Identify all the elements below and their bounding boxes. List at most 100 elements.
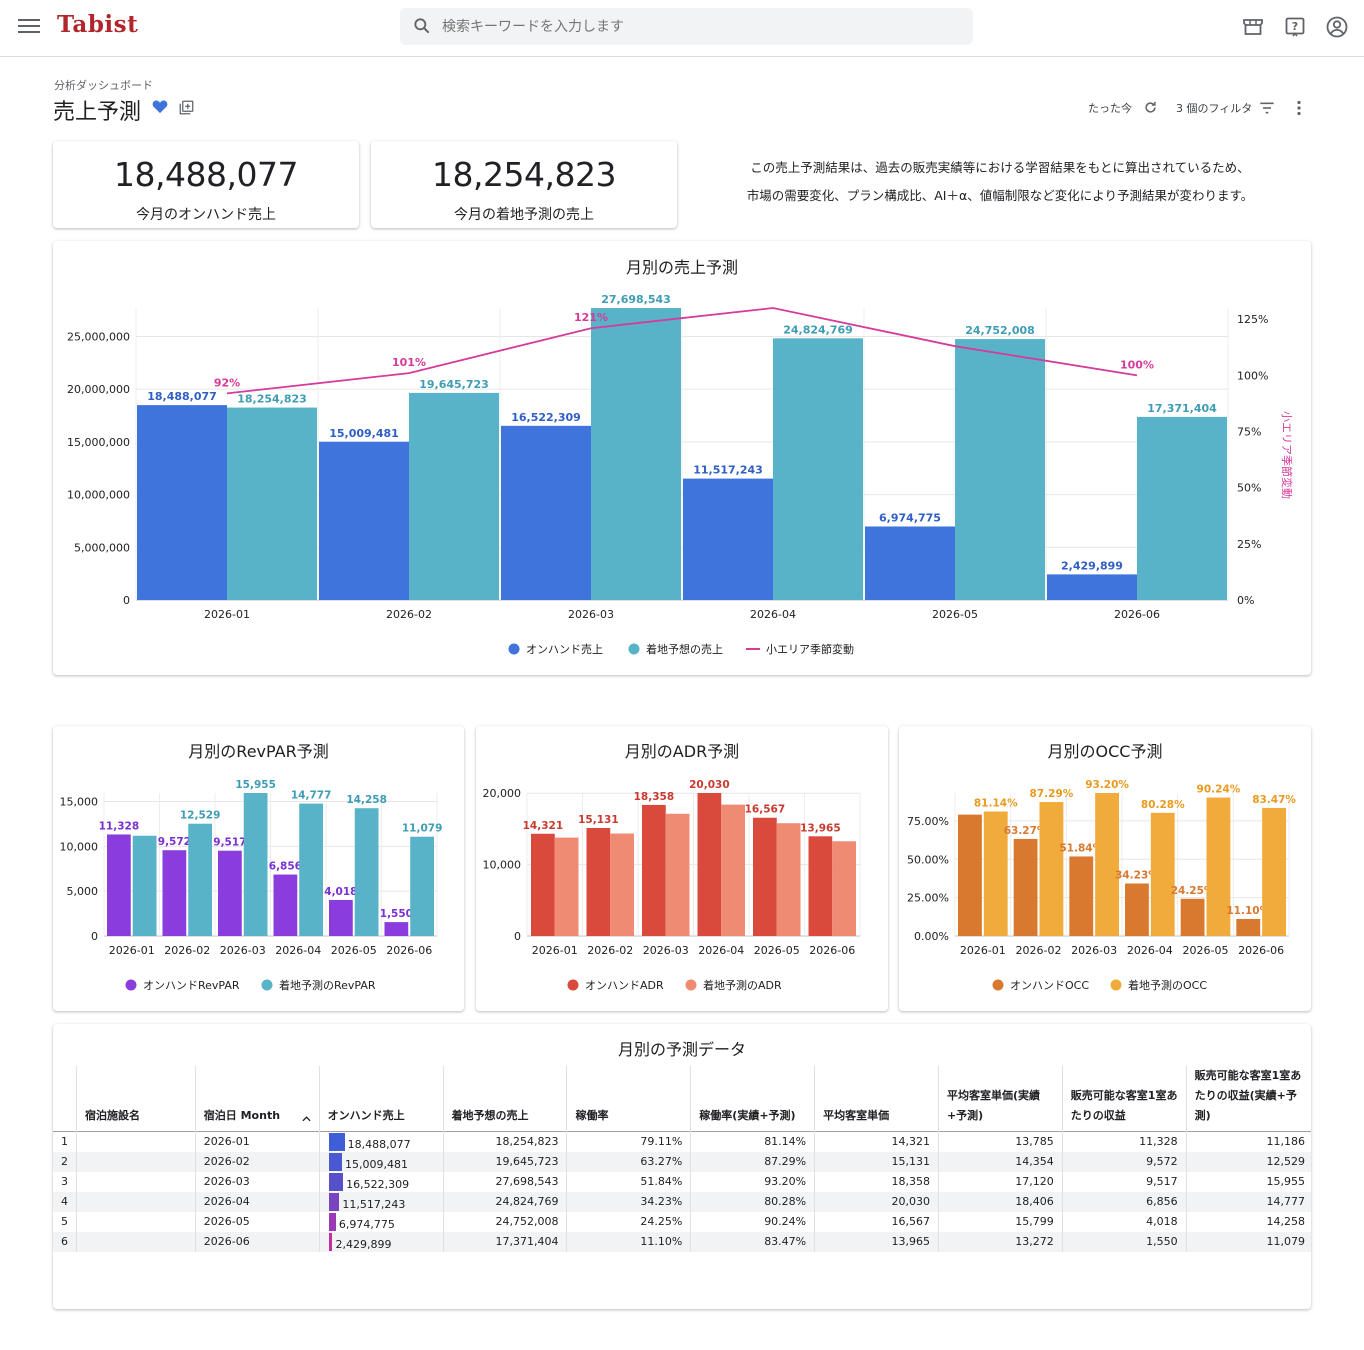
bar-forecast (188, 823, 212, 936)
facility-name-cell (76, 1211, 196, 1232)
month-cell: 2026-05 (194, 1211, 320, 1232)
data-label: 27,698,543 (601, 293, 671, 306)
bar-forecast (1137, 416, 1227, 600)
app-logo[interactable]: Tabist (57, 11, 139, 38)
bar-forecast (832, 841, 856, 936)
x-tick-label: 2026-03 (643, 944, 689, 957)
column-header-revpar-forecast[interactable]: 販売可能な客室1室あたりの収益(実績+予測) (1185, 1066, 1311, 1132)
data-label: 18,254,823 (237, 393, 307, 406)
cell-value: 2,429,899 (335, 1238, 392, 1251)
column-header-onhand[interactable]: オンハンド売上 (318, 1066, 444, 1132)
filter-icon[interactable] (1259, 101, 1275, 115)
more-vert-icon[interactable] (1293, 100, 1305, 116)
table-row[interactable]: 1 2026-01 18,488,077 18,254,823 79.11% 81.14%… (53, 1131, 1311, 1152)
search-input[interactable] (442, 8, 962, 45)
data-label: 18,358 (634, 791, 675, 803)
kpi-label: 今月の着地予測の売上 (454, 207, 594, 223)
legend-label: 小エリア季節変動 (766, 642, 854, 656)
refresh-icon[interactable] (1143, 100, 1158, 115)
data-label: 83.47% (1252, 794, 1296, 806)
line-data-label: 100% (1120, 358, 1154, 371)
help-icon[interactable]: ? (1283, 15, 1307, 39)
bar-forecast (132, 835, 157, 936)
y-tick-label: 0 (91, 930, 98, 943)
forecast-sales-cell: 19,645,723 (442, 1151, 567, 1172)
y-tick-label: 10,000 (483, 859, 522, 872)
hamburger-menu-icon[interactable] (18, 16, 40, 38)
store-icon[interactable] (1241, 15, 1265, 39)
forecast-sales-cell: 17,371,404 (442, 1231, 567, 1252)
last-updated-label: たった今 (1088, 102, 1132, 115)
bar-forecast (409, 392, 499, 600)
data-label: 1,550 (380, 908, 413, 920)
revpar-cell: 9,572 (1061, 1151, 1187, 1172)
legend-marker (1110, 979, 1122, 991)
table-row[interactable]: 2 2026-02 15,009,481 19,645,723 63.27% 87.29%… (53, 1151, 1311, 1172)
bar-onhand (1125, 883, 1149, 936)
bar-onhand (162, 850, 187, 936)
data-label: 9,572 (158, 836, 191, 848)
sort-ascending-icon[interactable] (302, 1116, 311, 1122)
revpar-forecast-cell: 15,955 (1185, 1171, 1311, 1192)
legend-marker (685, 979, 697, 991)
onhand-sales-cell: 6,974,775 (318, 1211, 444, 1232)
cell-value: 16,522,309 (346, 1178, 410, 1191)
adr-cell: 16,567 (814, 1211, 939, 1232)
filter-count-label[interactable]: 3 個のフィルタ (1176, 102, 1253, 115)
bar-onhand (865, 526, 955, 600)
adr-cell: 15,131 (814, 1151, 939, 1172)
column-header-adr-forecast[interactable]: 平均客室単価(実績+予測) (937, 1066, 1063, 1132)
legend-label: オンハンドADR (585, 979, 664, 992)
data-label: 18,488,077 (147, 390, 217, 403)
line-data-label: 121% (574, 311, 608, 324)
x-tick-label: 2026-01 (204, 608, 250, 621)
column-header-occ-forecast[interactable]: 稼働率(実績+予測) (690, 1066, 815, 1132)
data-label: 16,567 (745, 804, 786, 816)
data-label: 80.28% (1141, 799, 1185, 811)
legend-label: オンハンドRevPAR (143, 979, 240, 992)
bar-forecast (1150, 812, 1175, 936)
bar-onhand (218, 850, 242, 936)
revpar-cell: 1,550 (1061, 1231, 1187, 1252)
bar-forecast (1095, 793, 1119, 936)
search-box[interactable] (400, 8, 973, 45)
y2-tick-label: 125% (1237, 313, 1268, 326)
x-tick-label: 2026-06 (1238, 944, 1284, 957)
occ-chart-card: 月別のOCC予測 0.00% 25.00% 50.00% 75.00% 81.14% 20… (899, 726, 1311, 1011)
occ-cell: 34.23% (566, 1191, 691, 1212)
table-row[interactable]: 4 2026-04 11,517,243 24,824,769 34.23% 80.28%… (53, 1191, 1311, 1212)
table-row[interactable]: 3 2026-03 16,522,309 27,698,543 51.84% 93.20%… (53, 1171, 1311, 1192)
column-header-facility[interactable]: 宿泊施設名 (76, 1066, 196, 1132)
data-label: 11,517,243 (693, 464, 763, 477)
onhand-sales-cell: 2,429,899 (318, 1231, 444, 1252)
bar-forecast (1206, 797, 1231, 936)
column-header-occ[interactable]: 稼働率 (566, 1066, 691, 1132)
column-header-month[interactable]: 宿泊日 Month (194, 1066, 320, 1132)
legend-label: オンハンドOCC (1010, 979, 1089, 992)
account-icon[interactable] (1325, 15, 1349, 39)
table-row[interactable]: 5 2026-05 6,974,775 24,752,008 24.25% 90.24% 1… (53, 1211, 1311, 1232)
column-header-forecast[interactable]: 着地予想の売上 (442, 1066, 567, 1132)
revpar-chart-card: 月別のRevPAR予測 0 5,000 10,000 15,000 11,328 2026… (53, 726, 464, 1011)
table-row[interactable]: 6 2026-06 2,429,899 17,371,404 11.10% 83.47% 1… (53, 1231, 1311, 1252)
row-number: 5 (61, 1215, 68, 1228)
page-title: 売上予測 (53, 100, 142, 125)
x-tick-label: 2026-04 (275, 944, 321, 957)
y-tick-label: 20,000,000 (67, 383, 130, 396)
inline-bar (328, 1212, 336, 1231)
x-tick-label: 2026-02 (587, 944, 633, 957)
forecast-disclaimer: この売上予測結果は、過去の販売実績等における学習結果をもとに算出されているため、… (708, 154, 1292, 210)
row-number: 4 (53, 1191, 77, 1212)
duplicate-icon[interactable] (179, 100, 194, 115)
cell-value: 18,488,077 (347, 1138, 411, 1152)
bar-onhand (531, 833, 555, 936)
breadcrumb[interactable]: 分析ダッシュボード (54, 79, 153, 92)
favorite-heart-icon[interactable] (152, 99, 168, 114)
data-label: 14,321 (523, 820, 564, 832)
data-label: 2,429,899 (1061, 559, 1123, 572)
x-tick-label: 2026-02 (164, 944, 210, 957)
y2-tick-label: 0% (1237, 594, 1254, 607)
column-header-revpar[interactable]: 販売可能な客室1室あたりの収益 (1061, 1066, 1187, 1132)
inline-bar (328, 1152, 342, 1171)
column-header-adr[interactable]: 平均客室単価 (814, 1066, 939, 1132)
